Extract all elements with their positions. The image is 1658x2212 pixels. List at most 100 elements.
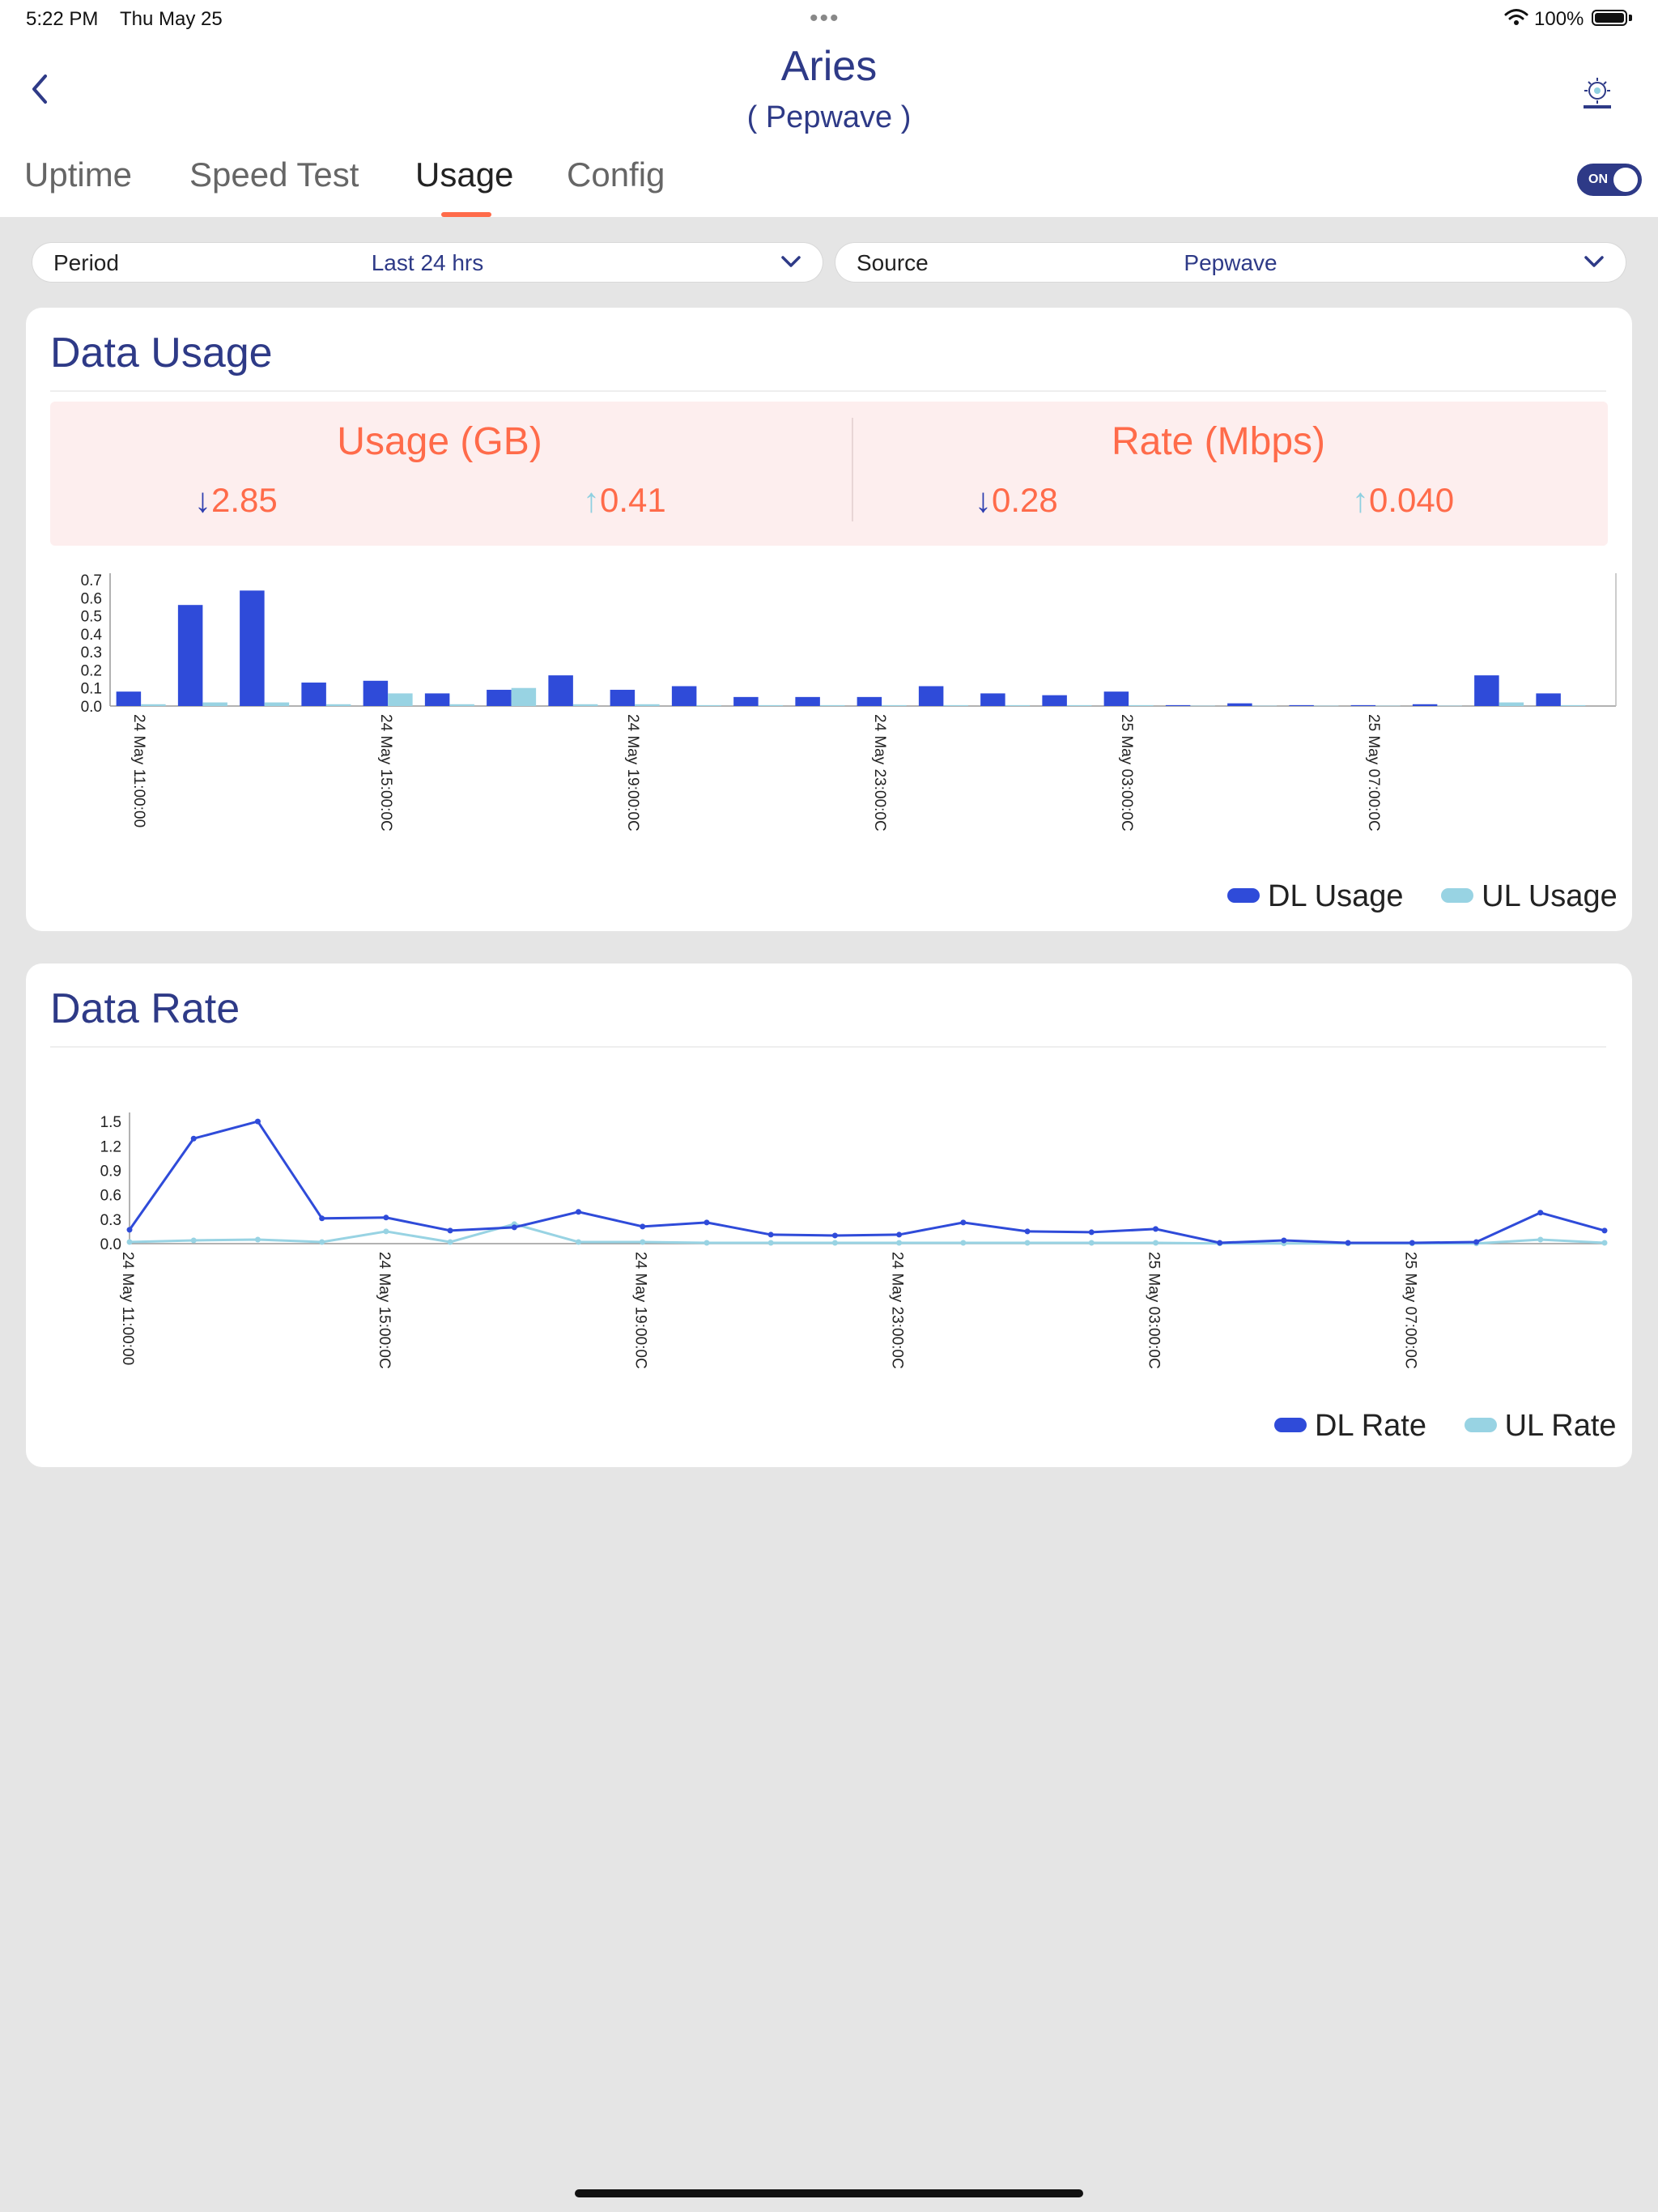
legend-swatch-ul (1441, 887, 1474, 903)
battery-percent: 100% (1534, 8, 1584, 30)
legend-swatch-ul (1464, 1417, 1497, 1432)
multitask-dots-icon[interactable]: ••• (810, 5, 840, 32)
bar-dl-usage (1412, 704, 1438, 706)
bar-ul-usage (1313, 705, 1339, 707)
bar-dl-usage (980, 693, 1005, 706)
bar-dl-usage (1474, 675, 1499, 706)
period-label: Period (53, 250, 119, 275)
wifi-icon (1504, 9, 1528, 25)
period-value: Last 24 hrs (371, 250, 484, 275)
point-dl-rate (576, 1209, 582, 1215)
bar-dl-usage (177, 605, 203, 706)
bar-ul-usage (635, 704, 660, 706)
usage-legend: DL Usage UL Usage (1227, 879, 1618, 914)
rate-line-chart: 0.0 0.3 0.6 0.9 1.2 1.5 24 May 11:00:00 24 May … (100, 1112, 1608, 1369)
point-ul-rate (1024, 1240, 1031, 1246)
x-tick-label: 24 May 19:00:0C (632, 1252, 649, 1369)
legend-ul-rate[interactable]: UL Rate (1464, 1409, 1617, 1443)
usage-bar-chart: 0.00.1 0.20.30.40.5 0.60.7 24 May 11:00:00 2… (81, 572, 1617, 832)
bar-ul-usage (943, 704, 968, 706)
bar-ul-usage (388, 693, 413, 706)
legend-dl-usage[interactable]: DL Usage (1227, 879, 1404, 913)
tab-usage[interactable]: Usage (415, 155, 514, 194)
point-ul-rate (383, 1228, 389, 1235)
point-dl-rate (1473, 1239, 1480, 1245)
data-usage-card: Data Usage Usage (GB) Rate (Mbps) ↓2.85 … (26, 308, 1632, 931)
bar-dl-usage (795, 696, 820, 706)
bar-dl-usage (424, 693, 450, 706)
source-label: Source (857, 250, 929, 275)
y-tick-label: 0.1 (81, 681, 102, 698)
point-dl-rate (640, 1223, 646, 1230)
point-dl-rate (383, 1214, 389, 1221)
point-ul-rate (254, 1236, 261, 1243)
point-ul-rate (831, 1240, 838, 1246)
bar-ul-usage (819, 704, 845, 706)
usage-gb-heading: Usage (GB) (337, 420, 542, 463)
download-arrow-icon: ↓ (194, 481, 211, 519)
toggle-knob (1613, 168, 1638, 192)
tab-config[interactable]: Config (567, 155, 665, 194)
bar-ul-usage (141, 704, 166, 706)
legend-dl-rate[interactable]: DL Rate (1274, 1409, 1426, 1443)
point-dl-rate (1217, 1240, 1223, 1246)
legend-swatch-dl (1274, 1417, 1307, 1432)
y-tick-label: 0.7 (81, 572, 102, 589)
point-ul-rate (1152, 1240, 1158, 1246)
y-tick-label: 0.0 (81, 699, 102, 716)
bar-dl-usage (548, 675, 573, 706)
y-tick-label: 0.0 (100, 1236, 121, 1253)
x-tick-label: 24 May 15:00:0C (376, 1252, 393, 1369)
rate-upload-value: ↑0.040 (1352, 481, 1455, 519)
on-off-toggle[interactable]: ON (1577, 164, 1642, 196)
chevron-down-icon (781, 256, 801, 267)
point-dl-rate (126, 1227, 133, 1233)
point-ul-rate (704, 1240, 710, 1246)
tab-speed-test[interactable]: Speed Test (189, 155, 359, 194)
point-ul-rate (640, 1239, 646, 1245)
rate-mbps-heading: Rate (Mbps) (1111, 420, 1326, 463)
bar-dl-usage (671, 686, 697, 706)
point-ul-rate (1601, 1240, 1608, 1246)
bar-dl-usage (1165, 704, 1191, 706)
x-tick-label: 24 May 11:00:00 (119, 1252, 136, 1365)
x-tick-label: 24 May 23:00:0C (889, 1252, 906, 1369)
upload-arrow-icon: ↑ (583, 481, 600, 519)
period-dropdown[interactable]: Last 24 hrs Period (32, 243, 823, 282)
status-date: Thu May 25 (120, 8, 223, 30)
usage-download-value: ↓2.85 (194, 481, 278, 519)
y-tick-label: 0.6 (100, 1188, 121, 1205)
bar-ul-usage (696, 704, 721, 706)
legend-swatch-dl (1227, 887, 1260, 903)
source-dropdown[interactable]: Pepwave Source (835, 243, 1626, 282)
legend-ul-usage[interactable]: UL Usage (1441, 879, 1618, 913)
point-dl-rate (1601, 1227, 1608, 1234)
status-bar: 5:22 PM Thu May 25 ••• 100% (0, 0, 1658, 37)
bar-ul-usage (325, 704, 351, 706)
tab-uptime[interactable]: Uptime (24, 155, 133, 194)
point-ul-rate (960, 1240, 967, 1246)
data-rate-title: Data Rate (50, 985, 240, 1032)
bar-dl-usage (301, 683, 326, 706)
bar-dl-usage (116, 691, 142, 706)
point-ul-rate (447, 1239, 453, 1245)
point-ul-rate (1088, 1240, 1095, 1246)
page-title: Aries (780, 43, 878, 90)
y-tick-label: 0.3 (100, 1212, 121, 1229)
chevron-left-icon[interactable] (24, 68, 57, 110)
bar-dl-usage (610, 689, 636, 706)
y-tick-label: 0.6 (81, 590, 102, 607)
bar-ul-usage (882, 704, 907, 706)
line-ul-rate (129, 1223, 1605, 1245)
status-time: 5:22 PM (26, 8, 99, 30)
bar-dl-usage (1103, 691, 1129, 706)
point-dl-rate (447, 1227, 453, 1234)
header-background (0, 0, 1658, 217)
upload-arrow-icon: ↑ (1352, 481, 1369, 519)
point-dl-rate (1281, 1237, 1287, 1244)
y-tick-label: 0.4 (81, 627, 103, 644)
summary-separator (852, 418, 853, 521)
x-tick-label: 25 May 03:00:0C (1118, 714, 1135, 832)
usage-summary-panel: Usage (GB) Rate (Mbps) ↓2.85 ↑0.41 ↓0.28… (50, 402, 1608, 546)
bar-ul-usage (264, 702, 290, 706)
